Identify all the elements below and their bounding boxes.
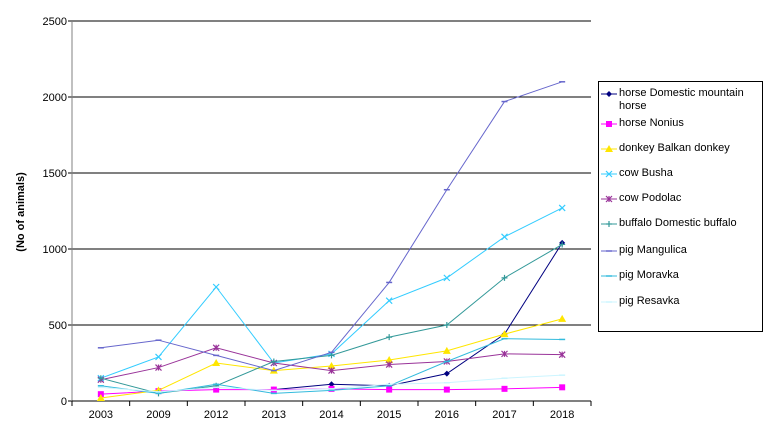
x-tick-label: 2017 <box>492 409 516 421</box>
data-point <box>96 393 105 401</box>
legend-item: cow Podolac <box>599 192 764 213</box>
legend-swatch <box>601 170 617 178</box>
data-point <box>500 330 509 338</box>
legend-label: horse Nonius <box>619 117 684 129</box>
legend-item: horse Nonius <box>599 117 764 138</box>
y-axis-label: (No of animals) <box>15 172 27 252</box>
legend-label: pig Resavka <box>619 295 680 307</box>
series-9 <box>97 374 566 393</box>
legend-swatch <box>601 121 617 127</box>
data-point <box>606 221 612 227</box>
data-point <box>442 346 451 354</box>
data-point <box>328 381 335 388</box>
data-point <box>606 91 612 97</box>
x-tick-label: 2016 <box>435 409 459 421</box>
data-point <box>443 322 450 328</box>
x-tick-label: 2009 <box>146 409 170 421</box>
legend-swatch <box>601 195 617 203</box>
legend-item: pig Moravka <box>599 269 764 290</box>
y-tick-label: 1500 <box>43 168 67 180</box>
data-point <box>558 314 567 322</box>
data-point <box>443 274 451 282</box>
legend-label: cow Podolac <box>619 192 682 204</box>
x-tick-label: 2003 <box>89 409 113 421</box>
series-line <box>100 81 563 372</box>
legend-swatch <box>601 145 617 152</box>
data-point <box>327 362 336 370</box>
x-tick-label: 2018 <box>550 409 574 421</box>
data-point <box>212 359 221 366</box>
legend: horse Domestic mountain horse horse Noniu… <box>598 81 763 332</box>
legend-item: pig Mangulica <box>599 244 764 265</box>
legend-item: donkey Balkan donkey <box>599 142 764 163</box>
data-point <box>501 385 508 392</box>
data-point <box>559 241 566 248</box>
data-point <box>559 384 566 391</box>
data-point <box>212 283 220 291</box>
x-tick-label: 2012 <box>204 409 228 421</box>
data-point <box>443 370 450 377</box>
data-point <box>213 386 220 393</box>
legend-swatch <box>601 301 617 303</box>
data-point <box>386 386 393 393</box>
x-tick-label: 2013 <box>262 409 286 421</box>
series-1 <box>270 239 566 393</box>
data-point <box>155 353 162 361</box>
data-point <box>606 121 612 127</box>
data-point <box>558 351 566 359</box>
legend-label: pig Mangulica <box>619 244 687 256</box>
legend-label: cow Busha <box>619 167 673 179</box>
gridlines <box>72 20 591 326</box>
data-point <box>385 355 394 363</box>
legend-item: buffalo Domestic buffalo <box>599 217 764 238</box>
data-point <box>385 297 393 305</box>
data-point <box>385 361 393 368</box>
y-tick-label: 2500 <box>43 16 67 28</box>
axes: 0 500 1000 1500 2000 2500 2003 2009 2012 2013 2014… <box>43 16 592 421</box>
legend-label: pig Moravka <box>619 269 679 281</box>
x-tick-label: 2014 <box>319 409 343 421</box>
legend-label: horse Domestic mountain horse <box>619 87 744 112</box>
legend-label: buffalo Domestic buffalo <box>619 217 737 229</box>
legend-label: donkey Balkan donkey <box>619 142 730 154</box>
y-tick-label: 0 <box>61 396 67 408</box>
data-point <box>605 195 613 203</box>
y-tick-label: 2000 <box>43 92 67 104</box>
data-point <box>501 233 508 241</box>
y-tick-label: 500 <box>49 320 67 332</box>
data-point <box>501 274 508 281</box>
legend-swatch <box>601 275 617 277</box>
data-point <box>270 386 277 393</box>
y-tick-label: 1000 <box>43 244 67 256</box>
data-point <box>270 358 277 365</box>
legend-swatch <box>601 91 617 97</box>
legend-item: cow Busha <box>599 167 764 188</box>
data-point <box>443 386 450 393</box>
legend-swatch <box>601 250 617 252</box>
data-point <box>212 344 220 352</box>
data-point <box>605 170 613 178</box>
data-point <box>386 334 393 341</box>
legend-item: horse Domestic mountain horse <box>599 87 764 112</box>
series-line <box>273 242 563 391</box>
data-point <box>97 375 104 382</box>
series-layer <box>96 81 567 401</box>
legend-item: pig Resavka <box>599 295 764 316</box>
series-7 <box>97 81 566 372</box>
data-point <box>605 145 613 152</box>
legend-swatch <box>601 221 617 227</box>
data-point <box>501 350 508 358</box>
data-point <box>328 367 335 375</box>
data-point <box>155 364 162 371</box>
data-point <box>328 352 335 359</box>
data-point <box>558 204 566 212</box>
x-tick-label: 2015 <box>377 409 401 421</box>
